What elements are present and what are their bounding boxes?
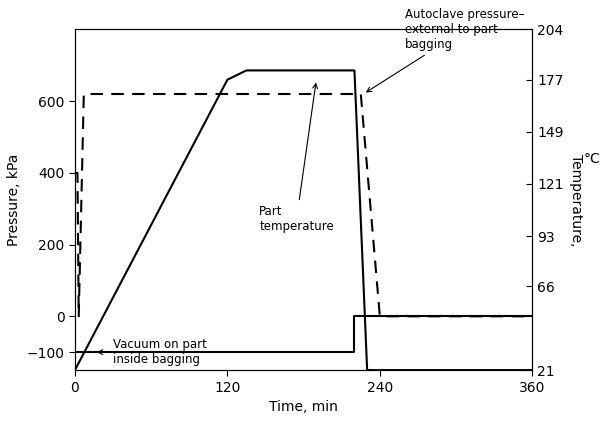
Text: °C: °C [583, 152, 600, 166]
Text: Vacuum on part
inside bagging: Vacuum on part inside bagging [98, 338, 207, 366]
X-axis label: Time, min: Time, min [269, 400, 338, 414]
Text: Part
temperature: Part temperature [259, 84, 334, 233]
Y-axis label: Temperature,: Temperature, [569, 154, 583, 246]
Text: Autoclave pressure–
external to part
bagging: Autoclave pressure– external to part bag… [367, 8, 525, 92]
Y-axis label: Pressure, kPa: Pressure, kPa [7, 154, 21, 246]
